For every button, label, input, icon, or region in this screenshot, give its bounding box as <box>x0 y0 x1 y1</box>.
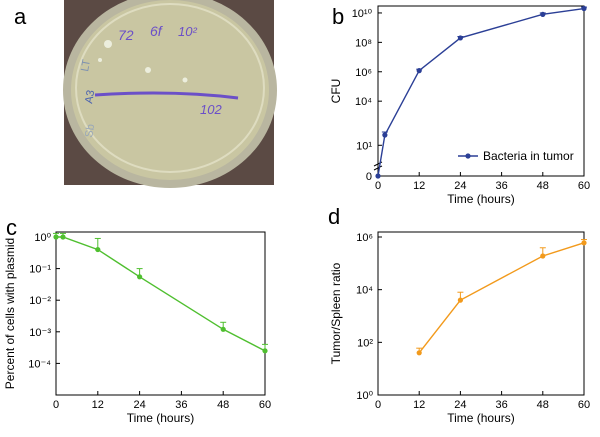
panel-letter-c: c <box>6 215 17 240</box>
x-tick-label: 48 <box>537 399 549 411</box>
x-tick-label: 12 <box>413 180 425 192</box>
data-point <box>382 132 388 138</box>
colony <box>145 67 151 73</box>
y-tick-label: 10⁻⁴ <box>28 358 51 370</box>
data-point <box>95 246 101 253</box>
data-point <box>416 350 422 356</box>
x-tick-label: 60 <box>259 399 271 411</box>
plate-label-102: 102 <box>200 102 222 117</box>
marker-line <box>94 91 239 100</box>
series-line <box>418 242 585 354</box>
y-tick-label: 0 <box>366 171 372 183</box>
data-point <box>457 35 463 41</box>
plate-label-a3: A3 <box>83 89 97 104</box>
plate-label-10-2: 10² <box>178 24 197 39</box>
x-tick-label: 60 <box>578 399 590 411</box>
data-point <box>581 5 587 12</box>
data-point <box>416 68 422 74</box>
x-tick-label: 12 <box>92 399 104 411</box>
data-point <box>581 240 587 246</box>
panel-letter-d: d <box>328 204 341 229</box>
plot-frame <box>377 231 585 396</box>
y-tick-label: 10⁻² <box>29 295 51 307</box>
legend-marker <box>465 153 471 159</box>
series-line <box>56 236 266 352</box>
data-point <box>262 348 268 354</box>
x-tick-label: 24 <box>454 180 466 192</box>
y-tick-label: 10⁰ <box>356 390 373 402</box>
chart-d: 0 12 24 36 48 60 Time (hours) Tumor/Spleen rati… <box>329 231 590 425</box>
series-line <box>377 7 585 177</box>
colony <box>104 40 112 48</box>
plot-frame <box>55 231 266 396</box>
data-point <box>137 274 143 280</box>
y-axis-label: CFU <box>329 79 343 104</box>
x-tick-label: 36 <box>495 399 507 411</box>
colony <box>98 58 102 62</box>
y-tick-label: 10⁸ <box>355 37 372 49</box>
data-point <box>53 234 59 240</box>
legend-label: Bacteria in tumor <box>483 149 574 163</box>
x-axis-label: Time (hours) <box>127 411 195 425</box>
chart-b: 0 12 24 36 48 60 Time (hours) CFU 0 10¹ 10⁴ 10⁶ 10⁸ 1… <box>329 5 590 206</box>
y-tick-label: 10² <box>357 337 373 349</box>
y-axis-label: Percent of cells with plasmid <box>3 238 17 389</box>
y-tick-label: 10⁴ <box>356 285 373 297</box>
plate-label-lt: LT <box>79 58 93 72</box>
x-tick-label: 48 <box>537 180 549 192</box>
plate-label-6f: 6f <box>150 23 164 39</box>
panel-letter-a: a <box>14 4 27 29</box>
plate-label-sb: Sb <box>83 123 97 138</box>
y-tick-label: 10⁻¹ <box>29 264 51 276</box>
x-tick-label: 60 <box>578 180 590 192</box>
y-axis-label: Tumor/Spleen ratio <box>329 262 343 364</box>
plate-label-72: 72 <box>118 27 134 43</box>
y-tick-label: 10⁶ <box>356 232 373 244</box>
data-point <box>457 297 463 303</box>
data-point <box>220 326 226 332</box>
x-tick-label: 24 <box>133 399 145 411</box>
data-point <box>540 11 546 17</box>
y-tick-label: 10⁶ <box>355 67 372 79</box>
agar-surface <box>71 0 269 180</box>
y-tick-label: 10¹ <box>356 140 372 152</box>
x-tick-label: 36 <box>495 180 507 192</box>
x-tick-label: 48 <box>217 399 229 411</box>
y-tick-label: 10⁰ <box>34 232 51 244</box>
y-tick-label: 10¹⁰ <box>352 8 373 20</box>
y-tick-label: 10⁴ <box>355 96 372 108</box>
x-tick-label: 24 <box>454 399 466 411</box>
y-tick-label: 10⁻³ <box>29 327 51 339</box>
chart-c: 0 12 24 36 48 60 Time (hours) Percent of cells … <box>3 231 271 425</box>
x-tick-label: 36 <box>175 399 187 411</box>
plot-frame <box>377 5 585 177</box>
x-axis-label: Time (hours) <box>447 192 515 206</box>
x-axis-label: Time (hours) <box>447 411 515 425</box>
petri-dish-photo: 72 6f 10² LT A3 Sb 102 <box>63 0 277 188</box>
data-point <box>60 234 66 240</box>
x-tick-label: 0 <box>53 399 59 411</box>
data-point <box>540 253 546 259</box>
data-point <box>375 173 381 179</box>
x-tick-label: 0 <box>375 180 381 192</box>
x-tick-label: 0 <box>375 399 381 411</box>
dish-inner-ring <box>75 3 265 173</box>
colony <box>182 77 188 83</box>
x-tick-label: 12 <box>413 399 425 411</box>
panel-letter-b: b <box>332 4 345 29</box>
